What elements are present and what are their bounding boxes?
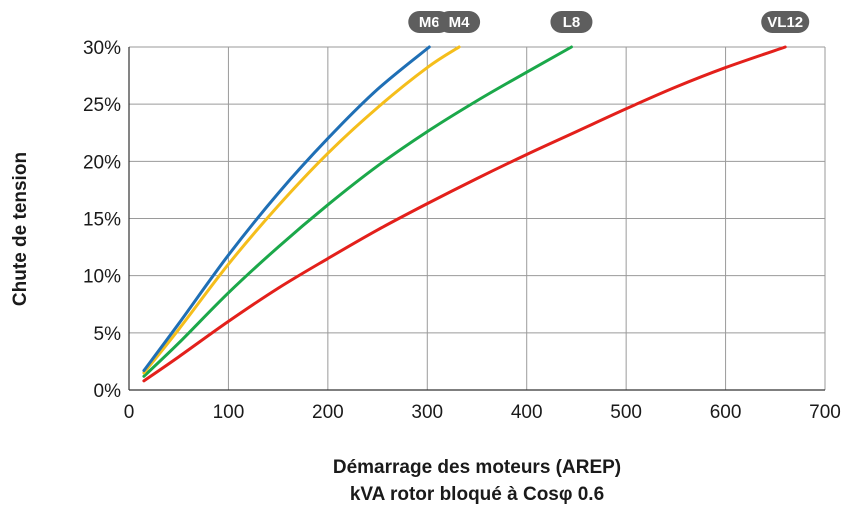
x-tick-label-100: 100 bbox=[213, 402, 245, 423]
x-tick-label-300: 300 bbox=[411, 402, 443, 423]
y-tick-label-20: 20% bbox=[83, 152, 121, 173]
axis-layer: 0 100 200 300 400 500 600 700 0% 5% 10% 15% 20% 25% 30… bbox=[83, 38, 841, 423]
x-tick-label-500: 500 bbox=[610, 402, 642, 423]
series-tag-bg-vl12 bbox=[761, 11, 810, 33]
series-tag-m4: M4 bbox=[438, 11, 481, 33]
y-tick-label-5: 5% bbox=[94, 324, 122, 345]
series-tag-l8: L8 bbox=[550, 11, 593, 33]
series-line-l8 bbox=[142, 45, 573, 378]
series-line-m6 bbox=[142, 45, 431, 373]
series-tag-label-vl12: VL12 bbox=[767, 14, 803, 31]
x-tick-label-200: 200 bbox=[312, 402, 344, 423]
y-tick-label-25: 25% bbox=[83, 95, 121, 116]
series-layer bbox=[142, 45, 787, 383]
x-axis-title-line-2: kVA rotor bloqué à Cosφ 0.6 bbox=[350, 484, 604, 505]
x-tick-label-700: 700 bbox=[809, 402, 841, 423]
series-tag-label-m6: M6 bbox=[419, 14, 440, 31]
grid-layer bbox=[129, 46, 826, 390]
series-tag-bg-l8 bbox=[550, 11, 593, 33]
series-tag-vl12: VL12 bbox=[761, 11, 810, 33]
series-line-vl12 bbox=[142, 45, 787, 383]
series-line-m4 bbox=[142, 45, 461, 375]
y-tick-label-0: 0% bbox=[94, 381, 122, 402]
series-tag-label-m4: M4 bbox=[449, 14, 470, 31]
y-tick-label-30: 30% bbox=[83, 38, 121, 59]
x-axis-title-line-1: Démarrage des moteurs (AREP) bbox=[333, 457, 621, 478]
x-tick-label-400: 400 bbox=[511, 402, 543, 423]
series-tag-bg-m4 bbox=[438, 11, 481, 33]
y-tick-label-15: 15% bbox=[83, 210, 121, 231]
y-axis-title: Chute de tension bbox=[10, 152, 31, 306]
x-tick-label-0: 0 bbox=[124, 402, 135, 423]
x-tick-label-600: 600 bbox=[710, 402, 742, 423]
series-tag-label-l8: L8 bbox=[563, 14, 581, 31]
y-tick-label-10: 10% bbox=[83, 267, 121, 288]
tag-layer: M6 M4 L8 VL12 bbox=[408, 11, 810, 33]
